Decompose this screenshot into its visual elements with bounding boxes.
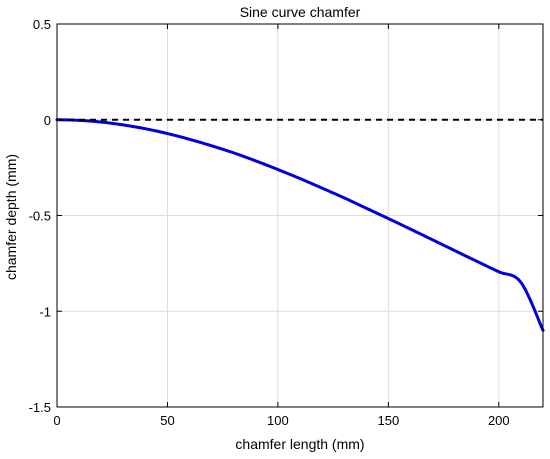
x-tick-label: 100 bbox=[267, 413, 289, 428]
y-tick-label: -0.5 bbox=[29, 209, 51, 224]
x-tick-label: 0 bbox=[53, 413, 60, 428]
x-axis-label: chamfer length (mm) bbox=[235, 436, 364, 452]
x-tick-label: 200 bbox=[488, 413, 510, 428]
chamfer-curve-line bbox=[55, 118, 545, 332]
chart-title: Sine curve chamfer bbox=[240, 4, 361, 20]
y-tick-label: -1 bbox=[39, 304, 51, 319]
x-tick-labels: 0 50 100 150 200 bbox=[53, 413, 509, 428]
y-tick-labels: 0.5 0 -0.5 -1 -1.5 bbox=[29, 17, 51, 415]
y-tick-label: 0 bbox=[44, 113, 51, 128]
x-tick-label: 50 bbox=[160, 413, 174, 428]
y-tick-label: 0.5 bbox=[33, 17, 51, 32]
x-tick-label: 150 bbox=[378, 413, 400, 428]
y-axis-label: chamfer depth (mm) bbox=[3, 154, 19, 280]
series-layer bbox=[55, 118, 545, 332]
axis-ticks bbox=[56, 23, 543, 408]
grid-lines bbox=[57, 24, 543, 407]
y-tick-label: -1.5 bbox=[29, 400, 51, 415]
